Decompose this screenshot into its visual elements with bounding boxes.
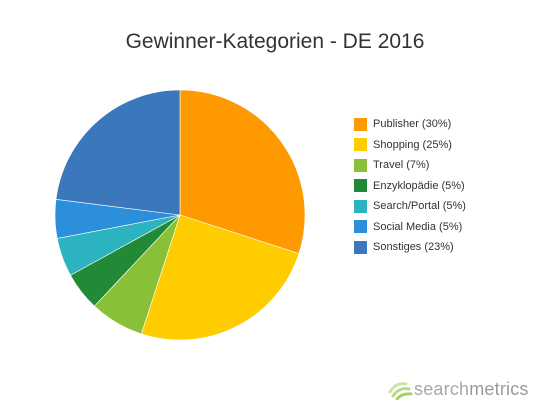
brand-name-part2: metrics — [469, 378, 529, 399]
legend-swatch — [354, 220, 367, 234]
legend-swatch — [354, 199, 367, 213]
legend-label: Enzyklopädie (5%) — [373, 179, 465, 192]
brand-name-part1: search — [414, 378, 470, 399]
pie-slice-1 — [140, 214, 300, 341]
legend-item: Search/Portal (5%) — [354, 196, 466, 217]
searchmetrics-logo-icon — [388, 382, 413, 400]
legend-swatch — [354, 158, 367, 172]
legend-label: Social Media (5%) — [373, 220, 463, 233]
legend-item: Sonstiges (23%) — [354, 237, 466, 258]
brand-logo: searchmetrics — [388, 378, 529, 400]
pie-slice-0 — [179, 89, 306, 255]
legend-label: Publisher (30%) — [373, 118, 452, 131]
legend-item: Shopping (25%) — [354, 135, 466, 156]
legend-swatch — [354, 138, 367, 152]
legend-swatch — [354, 179, 367, 193]
legend-label: Sonstiges (23%) — [373, 241, 454, 254]
legend-item: Publisher (30%) — [354, 114, 466, 135]
legend-label: Travel (7%) — [373, 159, 430, 172]
legend-label: Search/Portal (5%) — [373, 200, 466, 213]
chart-legend: Publisher (30%) Shopping (25%) Travel (7%)… — [354, 114, 466, 258]
legend-swatch — [354, 240, 367, 254]
legend-label: Shopping (25%) — [373, 138, 452, 151]
legend-item: Travel (7%) — [354, 155, 466, 176]
brand-name: searchmetrics — [414, 379, 529, 400]
chart-title: Gewinner-Kategorien - DE 2016 — [125, 30, 425, 53]
pie-slice-6 — [55, 89, 181, 216]
legend-item: Social Media (5%) — [354, 217, 466, 238]
legend-item: Enzyklopädie (5%) — [354, 176, 466, 197]
legend-swatch — [354, 117, 367, 131]
